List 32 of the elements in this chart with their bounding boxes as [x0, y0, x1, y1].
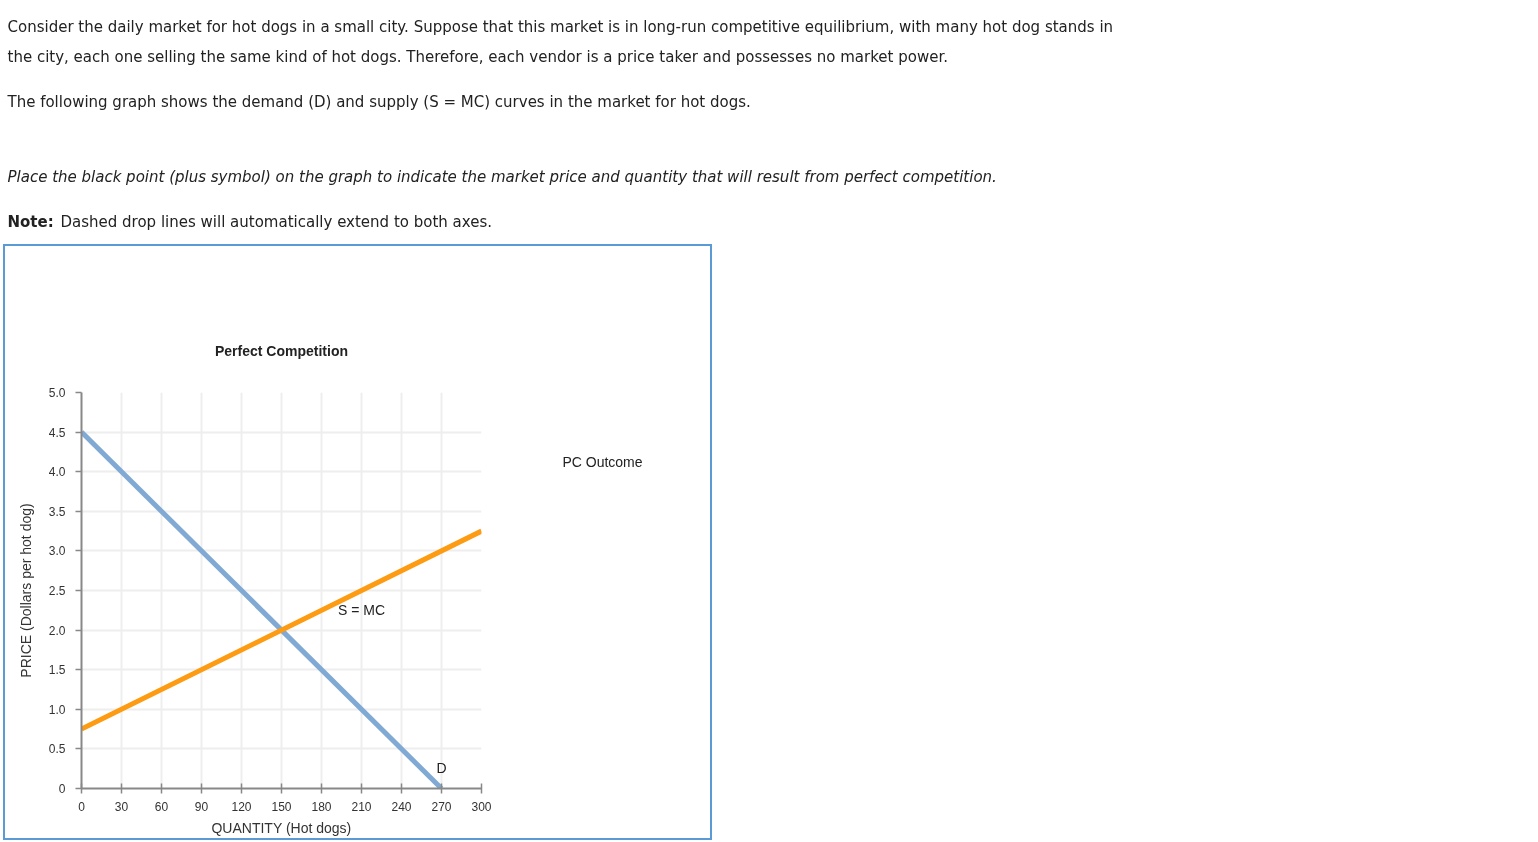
x-axis-title: QUANTITY (Hot dogs): [211, 819, 352, 836]
x-tick-label: 60: [154, 799, 169, 814]
x-tick-label: 240: [391, 799, 412, 814]
x-tick-label: 300: [471, 799, 492, 814]
text: The following graph shows the demand (D) and supply (S = MC) curves in the market for hot dogs.: [6, 92, 751, 111]
x-tick-label: 90: [194, 799, 209, 814]
x-tick-label: 0: [78, 799, 86, 814]
series-label: D: [436, 759, 447, 776]
chart-title: Perfect Competition: [214, 342, 349, 359]
y-axis-title: PRICE (Dollars per hot dog): [17, 503, 34, 678]
x-tick-label: 150: [271, 799, 292, 814]
text: PC Outcome: [562, 453, 643, 470]
y-tick-label: 2.5: [48, 584, 66, 598]
series-label: S = MC: [337, 602, 386, 619]
y-tick-label: 3.0: [48, 544, 66, 559]
y-tick-label: 0.5: [48, 742, 66, 757]
y-tick-label: 2.0: [48, 623, 66, 638]
text: Place the black point (plus symbol) on the graph to indicate the market price and quantity that will result from perfect competition.: [7, 167, 997, 186]
x-tick-label: 210: [351, 799, 372, 814]
x-tick-label: 120: [231, 799, 252, 814]
text: Consider the daily market for hot dogs in a small city. Suppose that this market is in long-run competitive equilibrium, with many hot dog stands in the city, each one selling the same kind of hot dogs. Therefore, each vendor is a price taker and possesses no market power.: [7, 17, 1114, 66]
y-tick-label: 0: [58, 782, 66, 796]
x-tick-label: 270: [431, 799, 452, 814]
x-tick-label: 180: [311, 799, 332, 814]
x-tick-label: 30: [114, 799, 129, 814]
y-tick-label: 4.0: [48, 465, 66, 480]
y-tick-label: 5.0: [48, 386, 66, 400]
y-tick-label: 1.5: [48, 663, 66, 678]
text: Note: Dashed drop lines will automatically extend to both axes.: [7, 212, 492, 231]
y-tick-label: 4.5: [48, 425, 66, 440]
y-tick-label: 3.5: [48, 504, 66, 519]
y-tick-label: 1.0: [48, 702, 66, 717]
